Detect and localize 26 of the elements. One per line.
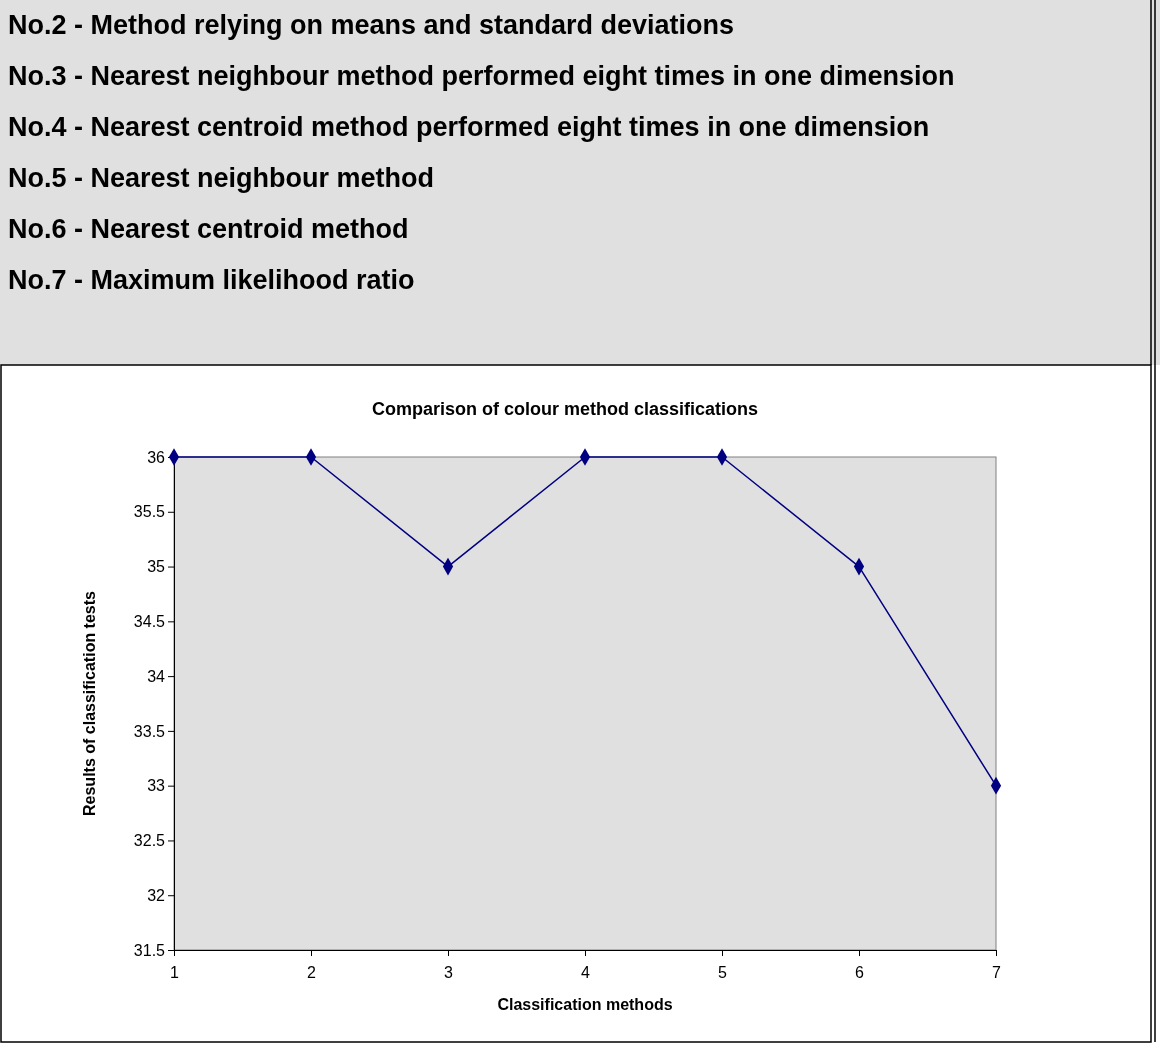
x-tick-label: 2 (307, 964, 317, 982)
y-tick-label: 33 (147, 777, 166, 795)
text: No.5 - Nearest neighbour method (8, 163, 435, 193)
x-tick-label: 1 (170, 964, 180, 982)
text: No.2 - Method relying on means and standard deviations (8, 10, 735, 40)
x-tick-label: 5 (718, 964, 728, 982)
text: No.6 - Nearest centroid method (8, 214, 409, 244)
x-tick-label: 3 (444, 964, 454, 982)
y-tick-label: 34.5 (133, 612, 166, 630)
x-axis-title: Classification methods (497, 996, 673, 1013)
y-tick-label: 34 (147, 667, 166, 685)
y-tick-label: 31.5 (133, 941, 166, 959)
x-tick-label: 6 (855, 964, 865, 982)
y-tick-label: 33.5 (133, 722, 166, 740)
x-tick-label: 4 (581, 964, 591, 982)
y-tick-label: 36 (147, 448, 166, 466)
chart-title: Comparison of colour method classifications (371, 399, 759, 419)
y-tick-label: 35.5 (133, 503, 166, 521)
y-axis-title: Results of classification tests (81, 590, 98, 816)
text: No.4 - Nearest centroid method performed eight times in one dimension (8, 112, 930, 142)
y-tick-label: 32.5 (133, 832, 166, 850)
y-tick-label: 35 (147, 558, 166, 576)
text: No.7 - Maximum likelihood ratio (8, 265, 415, 295)
text: No.3 - Nearest neighbour method performed eight times in one dimension (8, 61, 955, 91)
x-tick-label: 7 (992, 964, 1002, 982)
y-tick-label: 32 (147, 886, 166, 904)
